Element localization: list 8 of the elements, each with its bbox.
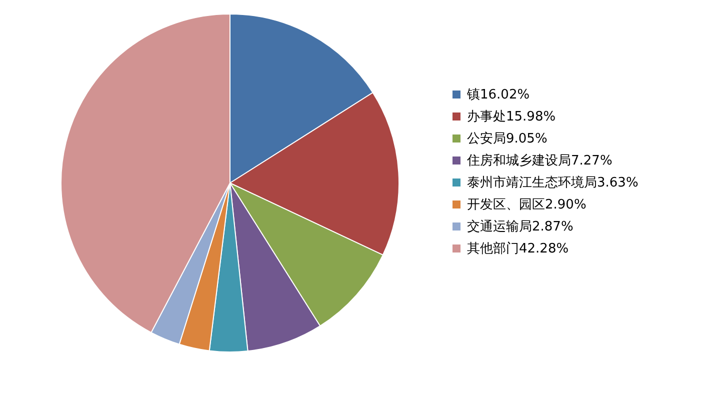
legend-label: 泰州市靖江生态环境局3.63%	[467, 174, 638, 190]
legend-label: 开发区、园区2.90%	[467, 198, 586, 212]
legend-label: 交通运输局2.87%	[467, 218, 574, 234]
legend-label: 镇16.02%	[466, 88, 530, 102]
legend-label: 办事处15.98%	[467, 110, 556, 124]
legend-label: 住房和城乡建设局7.27%	[466, 152, 612, 168]
legend-label: 其他部门42.28%	[467, 240, 569, 256]
legend-label: 公安局9.05%	[467, 130, 548, 146]
